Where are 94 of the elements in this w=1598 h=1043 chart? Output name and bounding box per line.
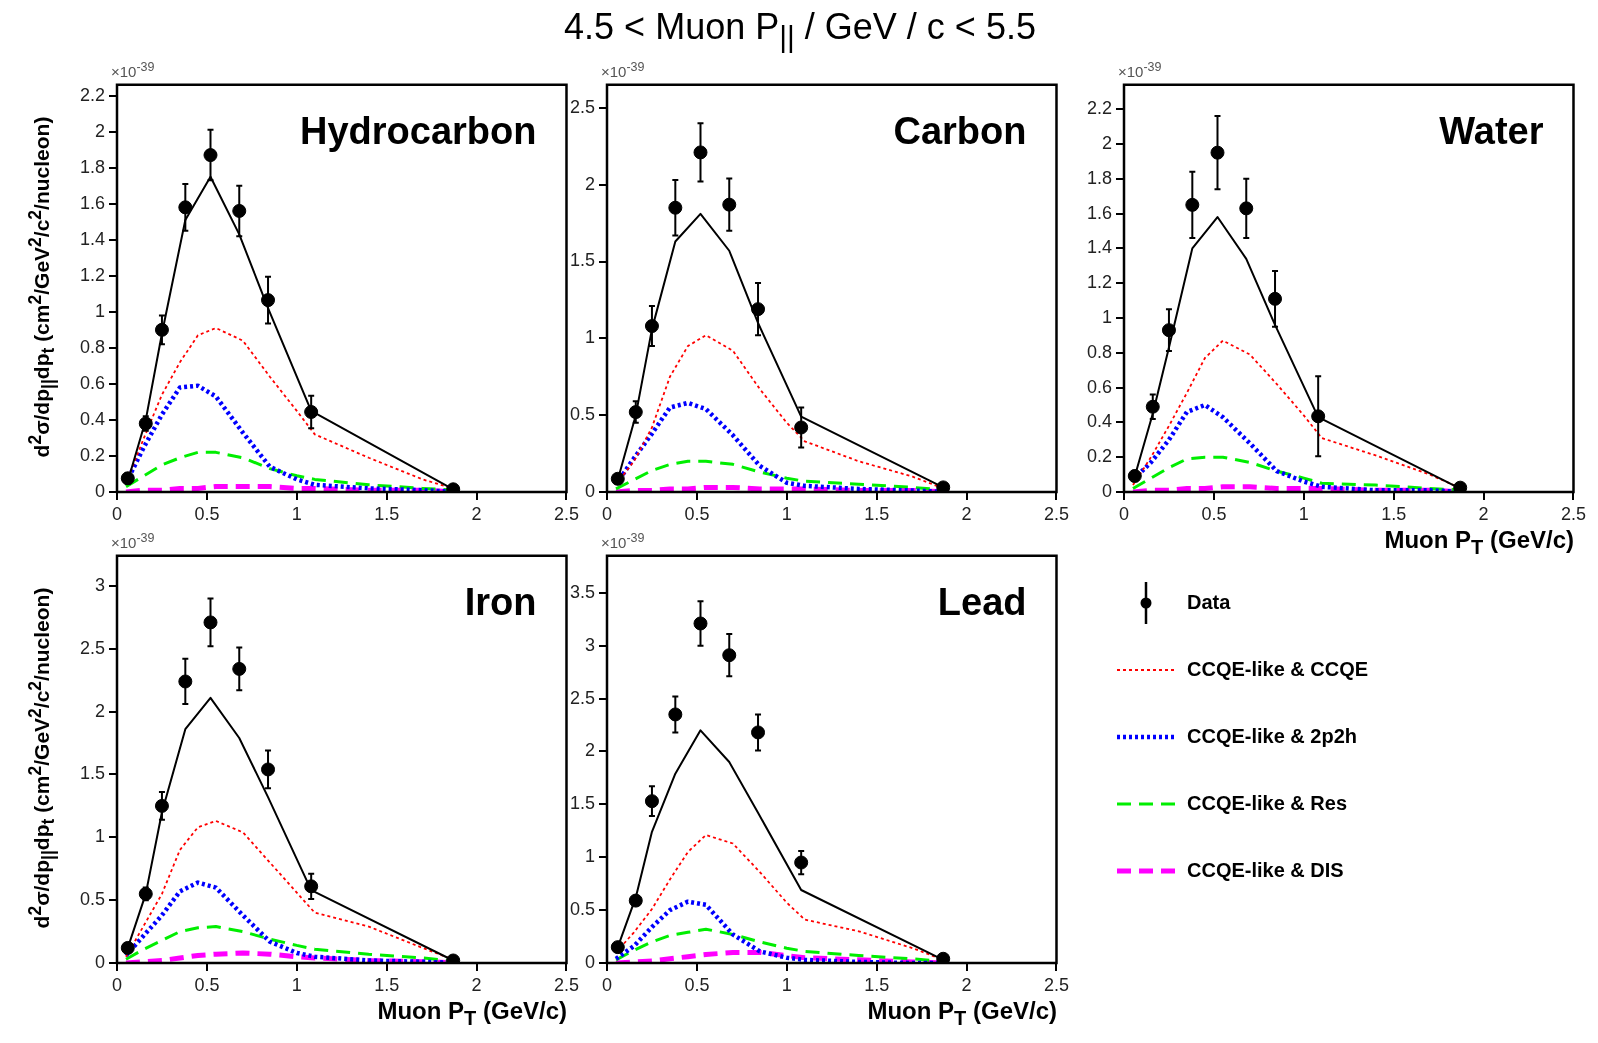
y-tick-label: 3.5 [569,581,595,602]
x-tick-label: 2.5 [1560,503,1586,524]
x-tick-label: 0 [1118,503,1130,524]
y-tick-label: 0 [584,951,595,972]
y-tick-label: 0.4 [79,408,105,429]
y-tick-label: 1.8 [79,156,105,177]
y-tick-label: 0.2 [1086,446,1112,467]
y-tick-label: 0.8 [1086,341,1112,362]
x-tick-label: 1 [291,974,302,995]
y-tick-label: 1 [94,826,105,847]
y-tick-label: 1 [584,327,595,348]
x-axis-title: Muon P$_{T}$ (GeV/c) [867,997,1057,1030]
text: Water [1439,110,1544,153]
y-tick-label: 0.8 [79,336,105,357]
text: Lead [937,581,1027,624]
x-tick-label: 2 [961,974,972,995]
x-tick-label: 0 [601,503,613,524]
x-tick-label: 0.5 [684,503,710,524]
y-tick-label: 1 [584,846,595,867]
y-tick-label: 0.5 [569,899,595,920]
y-tick-label: 2 [584,173,595,194]
y-tick-label: 1.5 [569,250,595,271]
y-tick-label: 1 [94,300,105,321]
x-tick-label: 2 [471,974,482,995]
y-tick-label: 2 [94,120,105,141]
y-tick-label: 2 [94,700,105,721]
x-tick-label: 1.5 [374,974,400,995]
text: Hydrocarbon [300,110,537,153]
y-tick-label: 0.6 [79,372,105,393]
x-tick-label: 0 [111,503,123,524]
y-tick-label: 1.8 [1086,167,1112,188]
y-tick-label: 0 [94,951,105,972]
text: 4.5 < Muon P$_{||}$ / GeV / c < 5.5 [564,6,1036,55]
y-tick-label: 1.6 [79,192,105,213]
x-tick-label: 0.5 [1201,503,1227,524]
text: Iron [464,581,537,624]
x-tick-label: 1 [781,974,792,995]
legend-label: Data [1187,591,1231,614]
y-tick-label: 0 [1101,480,1112,501]
x-tick-label: 1 [291,503,302,524]
y-tick-label: 3 [584,634,595,655]
y-tick-label: 2.2 [1086,98,1112,119]
x-axis-title: Muon P$_{T}$ (GeV/c) [1384,526,1574,559]
x-tick-label: 0.5 [194,974,220,995]
text: ×10$^{-39}$ [601,531,645,551]
y-tick-label: 0 [584,480,595,501]
y-tick-label: 2.5 [569,96,595,117]
y-tick-label: 1.5 [569,793,595,814]
y-tick-label: 1.4 [1086,237,1112,258]
y-tick-label: 2.5 [79,637,105,658]
x-tick-label: 2.5 [553,503,579,524]
legend-label: CCQE-like & CCQE [1187,658,1369,681]
y-tick-label: 2.2 [79,84,105,105]
y-tick-label: 0.5 [79,889,105,910]
y-tick-label: 0.5 [569,404,595,425]
y-tick-label: 0.2 [79,444,105,465]
x-tick-label: 2 [471,503,482,524]
y-tick-label: 1.2 [79,264,105,285]
y-tick-label: 2 [584,740,595,761]
text: ×10$^{-39}$ [111,60,155,80]
x-tick-label: 2 [1478,503,1489,524]
y-tick-label: 3 [94,574,105,595]
x-tick-label: 2.5 [1043,974,1069,995]
text: Carbon [893,110,1027,153]
text: ×10$^{-39}$ [601,60,645,80]
x-tick-label: 2 [961,503,972,524]
y-tick-label: 1.2 [1086,272,1112,293]
x-tick-label: 0.5 [684,974,710,995]
x-tick-label: 0.5 [194,503,220,524]
y-tick-label: 1.5 [79,763,105,784]
y-tick-label: 2.5 [569,687,595,708]
x-tick-label: 0 [601,974,613,995]
x-tick-label: 1.5 [374,503,400,524]
x-tick-label: 0 [111,974,123,995]
text: ×10$^{-39}$ [111,531,155,551]
y-tick-label: 1 [1101,306,1112,327]
text: ×10$^{-39}$ [1118,60,1162,80]
x-tick-label: 1.5 [1381,503,1407,524]
y-tick-label: 0 [94,480,105,501]
x-axis-title: Muon P$_{T}$ (GeV/c) [377,997,567,1030]
y-tick-label: 1.4 [79,228,105,249]
x-tick-label: 1.5 [864,503,890,524]
x-tick-label: 1 [781,503,792,524]
x-tick-label: 2.5 [553,974,579,995]
y-tick-label: 0.6 [1086,376,1112,397]
y-tick-label: 2 [1101,132,1112,153]
x-tick-label: 1.5 [864,974,890,995]
y-tick-label: 1.6 [1086,202,1112,223]
legend-label: CCQE-like & Res [1187,792,1348,815]
y-tick-label: 0.4 [1086,411,1112,432]
x-tick-label: 1 [1298,503,1309,524]
legend-label: CCQE-like & DIS [1187,859,1344,882]
legend-label: CCQE-like & 2p2h [1187,725,1358,748]
x-tick-label: 2.5 [1043,503,1069,524]
